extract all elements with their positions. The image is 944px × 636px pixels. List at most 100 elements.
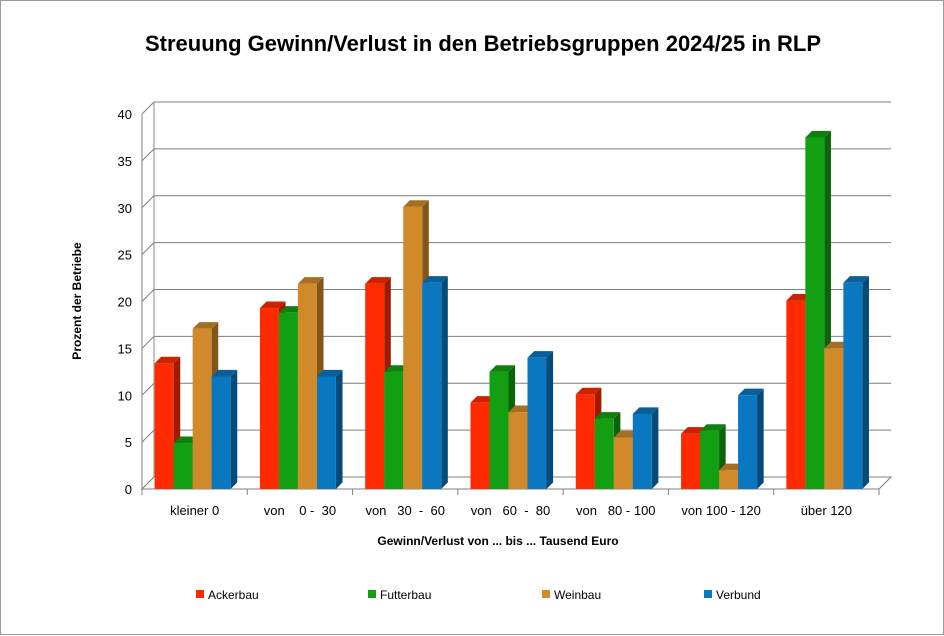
bar-front [632, 414, 652, 489]
bar-side [546, 351, 554, 489]
legend-swatch [368, 590, 376, 598]
bar-side [651, 407, 659, 489]
legend-label: Ackerbau [208, 588, 259, 602]
legend-label: Verbund [716, 588, 761, 602]
bar-top [316, 369, 343, 377]
bar-front [384, 371, 404, 489]
y-tick-label: 35 [118, 154, 132, 169]
bar-top [365, 277, 391, 284]
bar-top [259, 301, 286, 309]
bar-front [154, 363, 174, 489]
y-tick-label: 5 [125, 435, 132, 450]
bar-front [316, 376, 336, 489]
legend-item-futterbau: Futterbau [368, 588, 431, 602]
bar-top [422, 276, 448, 283]
legend-label: Futterbau [380, 588, 431, 602]
bar-front [700, 430, 720, 489]
bar-side [757, 388, 764, 489]
bar-side [230, 369, 238, 489]
bar-front [365, 283, 385, 489]
bar-top [403, 200, 429, 207]
x-axis-title: Gewinn/Verlust von ... bis ... Tausend E… [377, 534, 618, 548]
bar-top [527, 351, 554, 358]
bar-verbund-6 [738, 388, 764, 489]
legend-swatch [542, 590, 550, 598]
bars [154, 130, 869, 489]
x-tick-label: von 30 - 60 [365, 503, 445, 518]
bar-side [862, 276, 869, 489]
bar-top [632, 407, 659, 414]
gridline-side [141, 195, 155, 209]
bar-top [805, 130, 831, 138]
x-tick-label: von 80 - 100 [576, 503, 656, 518]
bar-top [843, 276, 869, 283]
legend-swatch [704, 590, 712, 598]
gridline-side [141, 289, 155, 302]
bar-top [700, 424, 726, 431]
bar-top [575, 387, 602, 395]
y-tick-label: 0 [125, 482, 132, 497]
x-tick-label: von 100 - 120 [681, 503, 761, 518]
bar-front [575, 394, 595, 489]
x-tick-label: kleiner 0 [170, 503, 219, 518]
bar-front [403, 206, 423, 489]
y-tick-label: 30 [118, 201, 132, 216]
bar-side [335, 369, 343, 489]
bar-front [719, 470, 739, 489]
y-tick-label: 15 [118, 341, 132, 356]
bar-verbund-7 [843, 276, 869, 489]
x-tick-label: von 60 - 80 [471, 503, 551, 518]
gridline-side [141, 429, 155, 443]
gridline-side [141, 382, 155, 396]
bar-top [297, 277, 324, 284]
legend-swatch [196, 590, 204, 598]
bar-front [527, 357, 547, 489]
bar-top [211, 369, 238, 377]
bar-verbund-1 [211, 369, 238, 489]
bar-front [613, 437, 633, 489]
bar-front [278, 312, 298, 489]
gridline-side [141, 101, 155, 115]
bar-front [470, 402, 490, 489]
bar-front [738, 395, 758, 489]
bar-front [489, 371, 509, 489]
bar-front [824, 348, 844, 489]
bar-front [805, 137, 825, 489]
legend-item-weinbau: Weinbau [542, 588, 601, 602]
y-tick-label: 10 [118, 388, 132, 403]
y-tick-label: 20 [118, 295, 132, 310]
bar-front [508, 412, 528, 489]
y-tick-label: 40 [118, 107, 132, 122]
bar-top [154, 356, 181, 364]
gridline-side [141, 336, 155, 349]
bar-verbund-3 [422, 276, 448, 489]
legend-item-verbund: Verbund [704, 588, 761, 602]
bar-top [594, 412, 621, 419]
bar-front [211, 376, 231, 489]
y-axis-title: Prozent der Betriebe [70, 242, 84, 360]
x-tick-label: über 120 [801, 503, 852, 518]
bar-front [297, 283, 317, 489]
bar-verbund-5 [632, 407, 659, 489]
bar-front [594, 418, 614, 489]
legend-label: Weinbau [554, 588, 601, 602]
legend: Ackerbau Futterbau Weinbau Verbund [196, 588, 761, 602]
bar-verbund-4 [527, 351, 554, 489]
bar-front [259, 308, 279, 489]
bar-front [843, 282, 863, 489]
bar-front [173, 443, 193, 489]
x-tick-labels: kleiner 0 von 0 - 30 von 30 - 60 von 60 - 8… [141, 489, 880, 518]
bar-front [192, 328, 212, 489]
bar-verbund-2 [316, 369, 343, 489]
y-tick-label: 25 [118, 248, 132, 263]
bar-top [738, 388, 764, 396]
bar-side [441, 276, 448, 489]
bar-top [489, 365, 516, 372]
gridline-side [141, 242, 155, 255]
bar-front [681, 433, 701, 489]
legend-item-ackerbau: Ackerbau [196, 588, 259, 602]
gridline-side [141, 148, 155, 162]
chart-title: Streuung Gewinn/Verlust in den Betriebsg… [145, 31, 821, 56]
